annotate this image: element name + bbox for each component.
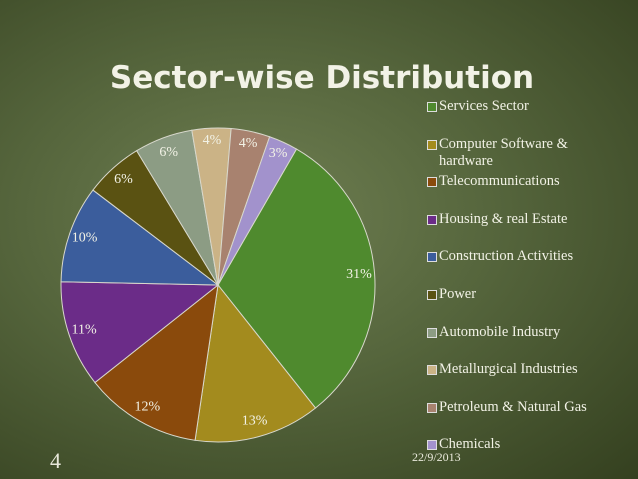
legend-label: Construction Activities (439, 248, 574, 265)
legend-label: Petroleum & Natural Gas (439, 398, 587, 415)
data-label: 6% (159, 145, 178, 160)
legend-label: Services Sector (439, 98, 529, 114)
data-label: 6% (114, 172, 133, 187)
legend-entry: Metallurgical Industries (425, 361, 624, 378)
data-label: 13% (242, 414, 268, 429)
data-label: 10% (72, 231, 98, 246)
pie-slice (217, 136, 298, 286)
legend-swatch (427, 440, 437, 451)
legend-label: Metallurgical Industries (439, 361, 578, 378)
legend-swatch (427, 139, 437, 150)
legend-swatch (427, 327, 437, 338)
legend-swatch (427, 102, 437, 112)
legend-label: Housing & real Estate (439, 210, 568, 227)
legend-swatch (427, 177, 437, 188)
pie-slice (217, 148, 376, 409)
data-label: 4% (239, 136, 258, 151)
legend-swatch (427, 290, 437, 300)
legend-label: Chemicals (439, 436, 501, 453)
legend-entry: Chemicals (425, 436, 624, 453)
legend-swatch (427, 214, 437, 225)
pie-slice (60, 189, 220, 286)
legend-label: Automobile Industry (439, 323, 561, 340)
chart-title: Sector-wise Distribution (110, 60, 534, 96)
pie-slice (94, 283, 219, 441)
legend-label: Computer Software & hardware (439, 135, 568, 169)
legend-entry: Telecommunications (425, 173, 624, 190)
pie-slice (194, 283, 317, 443)
legend-entry: Power (425, 286, 624, 303)
legend-entry: Housing & real Estate (425, 211, 624, 228)
data-label: 4% (203, 133, 222, 148)
slide-number: 4 (50, 448, 61, 473)
data-label: 12% (135, 400, 161, 415)
legend-label: Telecommunications (439, 173, 560, 190)
legend-swatch (427, 365, 437, 376)
data-label: 31% (346, 267, 372, 282)
legend-entry: Computer Software & hardware (425, 136, 624, 170)
legend-swatch (427, 402, 437, 413)
legend-entry: Services Sector (425, 98, 624, 115)
legend-entry: Construction Activities (425, 248, 624, 265)
legend-entry: Automobile Industry (425, 324, 624, 341)
data-label: 3% (269, 146, 288, 161)
legend-label: Power (439, 286, 477, 302)
pie-slice (60, 281, 220, 384)
legend-swatch (427, 252, 437, 263)
data-label: 11% (72, 322, 97, 337)
slide-date: 22/9/2013 (412, 450, 461, 464)
legend-entry: Petroleum & Natural Gas (425, 399, 624, 416)
